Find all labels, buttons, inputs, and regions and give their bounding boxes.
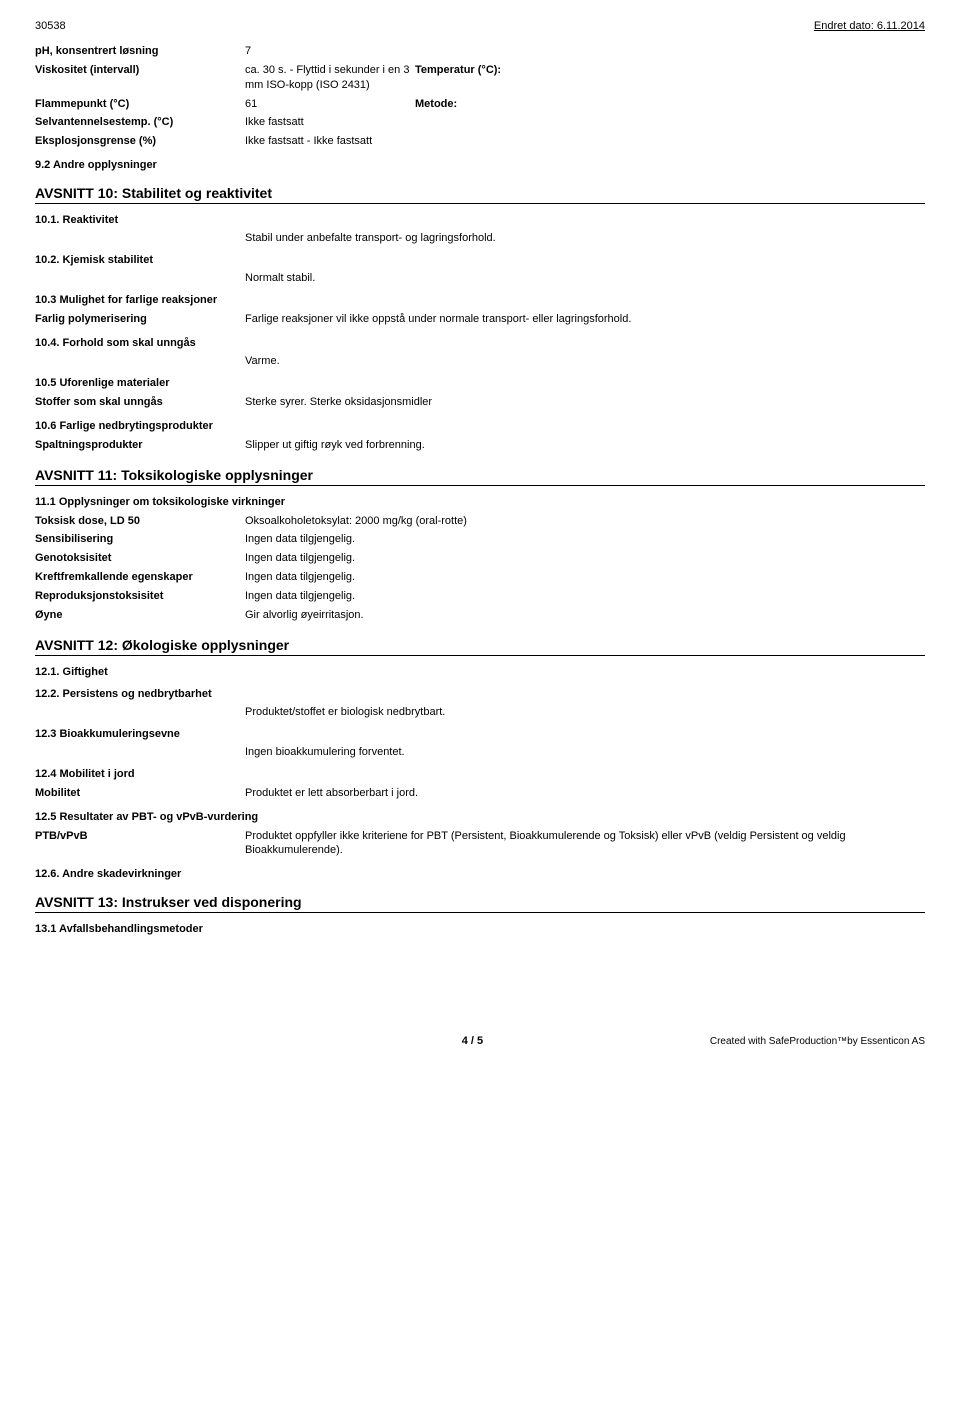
poly-v: Farlige reaksjoner vil ikke oppstå under… (245, 312, 925, 327)
s12-h4: 12.4 Mobilitet i jord (35, 768, 925, 780)
s10-v4: Varme. (245, 355, 925, 367)
s11-row-key: Toksisk dose, LD 50 (35, 514, 245, 529)
s11-rows: Toksisk dose, LD 50Oksoalkoholetoksylat:… (35, 514, 925, 623)
ph-label: pH, konsentrert løsning (35, 44, 245, 59)
s10-v1: Stabil under anbefalte transport- og lag… (245, 232, 925, 244)
s11-row: GenotoksisitetIngen data tilgjengelig. (35, 551, 925, 566)
section-10-title: AVSNITT 10: Stabilitet og reaktivitet (35, 185, 925, 204)
page-footer: 4 / 5 Created with SafeProduction™by Ess… (35, 1035, 925, 1047)
s11-row: Toksisk dose, LD 50Oksoalkoholetoksylat:… (35, 514, 925, 529)
method-label: Metode: (415, 97, 585, 112)
s10-h1: 10.1. Reaktivitet (35, 214, 925, 226)
section-13-title: AVSNITT 13: Instrukser ved disponering (35, 894, 925, 913)
spalt-v: Slipper ut giftig røyk ved forbrenning. (245, 438, 925, 453)
s13-h1: 13.1 Avfallsbehandlingsmetoder (35, 923, 925, 935)
s11-row-value: Ingen data tilgjengelig. (245, 532, 925, 547)
s11-row: ØyneGir alvorlig øyeirritasjon. (35, 608, 925, 623)
s11-row-value: Oksoalkoholetoksylat: 2000 mg/kg (oral-r… (245, 514, 925, 529)
s11-row-value: Ingen data tilgjengelig. (245, 551, 925, 566)
s10-h6: 10.6 Farlige nedbrytingsprodukter (35, 420, 925, 432)
s11-row-value: Gir alvorlig øyeirritasjon. (245, 608, 925, 623)
pbt-v: Produktet oppfyller ikke kriteriene for … (245, 829, 925, 859)
s11-row-key: Øyne (35, 608, 245, 623)
eksp-value: Ikke fastsatt - Ikke fastsatt (245, 134, 925, 149)
s11-row: Kreftfremkallende egenskaperIngen data t… (35, 570, 925, 585)
s12-h6: 12.6. Andre skadevirkninger (35, 868, 925, 880)
footer-credit: Created with SafeProduction™by Essentico… (710, 1036, 925, 1047)
properties-table: pH, konsentrert løsning 7 Viskositet (in… (35, 44, 925, 149)
header-left: 30538 (35, 20, 66, 32)
section-11-title: AVSNITT 11: Toksikologiske opplysninger (35, 467, 925, 486)
poly-k: Farlig polymerisering (35, 312, 245, 327)
flash-value: 61 (245, 97, 415, 112)
s12-h1: 12.1. Giftighet (35, 666, 925, 678)
mob-v: Produktet er lett absorberbart i jord. (245, 786, 925, 801)
s11-row-key: Sensibilisering (35, 532, 245, 547)
s11-h1: 11.1 Opplysninger om toksikologiske virk… (35, 496, 925, 508)
flash-label: Flammepunkt (°C) (35, 97, 245, 112)
ph-value: 7 (245, 44, 925, 59)
s11-row-value: Ingen data tilgjengelig. (245, 570, 925, 585)
mob-k: Mobilitet (35, 786, 245, 801)
page-header: 30538 Endret dato: 6.11.2014 (35, 20, 925, 32)
eksp-label: Eksplosjonsgrense (%) (35, 134, 245, 149)
andre-opplysninger-heading: 9.2 Andre opplysninger (35, 159, 925, 171)
s12-h2: 12.2. Persistens og nedbrytbarhet (35, 688, 925, 700)
s11-row-key: Genotoksisitet (35, 551, 245, 566)
s11-row-key: Reproduksjonstoksisitet (35, 589, 245, 604)
page-number: 4 / 5 (235, 1035, 710, 1047)
visc-label: Viskositet (intervall) (35, 63, 245, 78)
pbt-k: PTB/vPvB (35, 829, 245, 859)
section-12-title: AVSNITT 12: Økologiske opplysninger (35, 637, 925, 656)
s10-h3: 10.3 Mulighet for farlige reaksjoner (35, 294, 925, 306)
s12-v2: Produktet/stoffet er biologisk nedbrytba… (245, 706, 925, 718)
selvant-value: Ikke fastsatt (245, 115, 925, 130)
selvant-label: Selvantennelsestemp. (°C) (35, 115, 245, 130)
temp-label: Temperatur (°C): (415, 63, 585, 78)
visc-value: ca. 30 s. - Flyttid i sekunder i en 3 mm… (245, 63, 415, 93)
s10-h5: 10.5 Uforenlige materialer (35, 377, 925, 389)
s12-v3: Ingen bioakkumulering forventet. (245, 746, 925, 758)
s10-v2: Normalt stabil. (245, 272, 925, 284)
s11-row-value: Ingen data tilgjengelig. (245, 589, 925, 604)
spalt-k: Spaltningsprodukter (35, 438, 245, 453)
s10-h2: 10.2. Kjemisk stabilitet (35, 254, 925, 266)
s10-h4: 10.4. Forhold som skal unngås (35, 337, 925, 349)
stoff-v: Sterke syrer. Sterke oksidasjonsmidler (245, 395, 925, 410)
stoff-k: Stoffer som skal unngås (35, 395, 245, 410)
header-right: Endret dato: 6.11.2014 (814, 20, 925, 32)
s12-h3: 12.3 Bioakkumuleringsevne (35, 728, 925, 740)
s12-h5: 12.5 Resultater av PBT- og vPvB-vurderin… (35, 811, 925, 823)
s11-row: ReproduksjonstoksisitetIngen data tilgje… (35, 589, 925, 604)
s11-row-key: Kreftfremkallende egenskaper (35, 570, 245, 585)
s11-row: SensibiliseringIngen data tilgjengelig. (35, 532, 925, 547)
